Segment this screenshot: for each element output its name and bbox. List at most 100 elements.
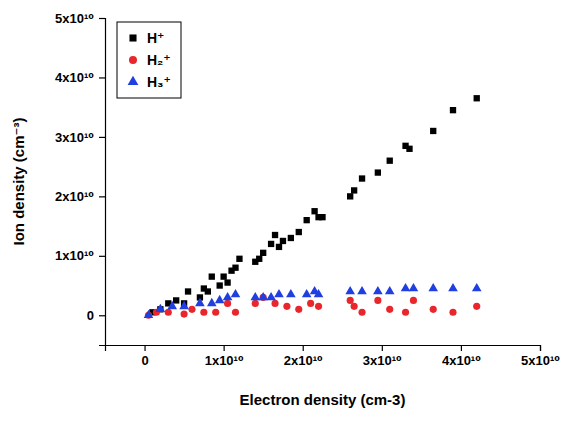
x-axis: 0 1x10¹⁰ 2x10¹⁰ 3x10¹⁰ 4x10¹⁰ 5x10¹⁰ — [106, 345, 561, 368]
point — [232, 309, 239, 316]
point — [173, 297, 179, 303]
point — [212, 309, 219, 316]
plot-area — [144, 95, 482, 319]
point — [357, 286, 367, 294]
y-axis: 0 1x10¹⁰ 2x10¹⁰ 3x10¹⁰ 4x10¹⁰ 5x10¹⁰ — [55, 11, 105, 346]
point — [302, 289, 312, 297]
point — [280, 238, 286, 244]
tick-mark — [461, 345, 462, 351]
tick-mark — [144, 345, 145, 351]
point — [167, 301, 177, 309]
point — [283, 303, 290, 310]
point — [236, 256, 242, 262]
tick: 5x10¹⁰ — [55, 11, 105, 26]
point — [474, 95, 480, 101]
point — [430, 128, 436, 134]
point — [296, 229, 302, 235]
point — [256, 256, 262, 262]
point — [232, 265, 238, 271]
point — [224, 279, 230, 285]
point — [473, 303, 480, 310]
point — [215, 295, 225, 303]
tick-mark — [99, 196, 105, 197]
y-axis-title: Ion density (cm⁻³) — [10, 118, 27, 246]
point — [359, 175, 365, 181]
point — [401, 283, 411, 291]
tick: 0 — [141, 345, 148, 368]
tick: 2x10¹⁰ — [284, 345, 323, 368]
point — [450, 107, 456, 113]
point — [311, 208, 317, 214]
point — [347, 297, 354, 304]
point — [165, 309, 172, 316]
point — [319, 214, 325, 220]
point — [374, 297, 381, 304]
point — [223, 292, 233, 300]
tick: 3x10¹⁰ — [363, 345, 402, 368]
legend-label: H⁺ — [147, 30, 165, 46]
point — [386, 306, 393, 313]
x-axis-title: Electron density (cm-3) — [240, 391, 406, 408]
tick-label: 0 — [87, 308, 94, 323]
legend-marker — [128, 76, 139, 85]
point — [448, 283, 458, 291]
point — [387, 158, 393, 164]
point — [207, 298, 217, 306]
legend-label: H₃⁺ — [147, 74, 171, 90]
point — [156, 304, 166, 312]
tick-label: 1x10¹⁰ — [205, 353, 244, 368]
tick-label: 4x10¹⁰ — [442, 353, 481, 368]
tick: 4x10¹⁰ — [55, 70, 105, 85]
point — [274, 289, 284, 297]
tick: 4x10¹⁰ — [442, 345, 481, 368]
legend-marker — [129, 56, 137, 64]
tick-label: 1x10¹⁰ — [55, 248, 94, 263]
tick-label: 2x10¹⁰ — [55, 189, 94, 204]
point — [217, 282, 223, 288]
point — [409, 283, 419, 291]
point — [224, 300, 231, 307]
tick: 1x10¹⁰ — [55, 248, 105, 263]
tick-mark — [99, 256, 105, 257]
point — [271, 300, 278, 307]
point — [406, 146, 412, 152]
tick-mark — [99, 18, 105, 19]
point — [188, 306, 195, 313]
tick: 0 — [87, 308, 105, 323]
point — [304, 217, 310, 223]
series — [145, 294, 480, 319]
tick-label: 5x10¹⁰ — [521, 353, 560, 368]
tick: 3x10¹⁰ — [55, 130, 105, 145]
point — [314, 289, 324, 297]
tick-label: 3x10¹⁰ — [55, 130, 94, 145]
point — [220, 273, 226, 279]
point — [307, 300, 314, 307]
tick-label: 0 — [141, 353, 148, 368]
point — [286, 289, 296, 297]
tick-mark — [99, 77, 105, 78]
legend-marker — [129, 34, 136, 41]
tick: 2x10¹⁰ — [55, 189, 105, 204]
point — [315, 303, 322, 310]
tick-mark — [303, 345, 304, 351]
point — [195, 298, 205, 306]
tick-label: 5x10¹⁰ — [55, 11, 94, 26]
point — [276, 244, 282, 250]
point — [472, 283, 482, 291]
point — [347, 193, 353, 199]
tick-mark — [382, 345, 383, 351]
point — [358, 309, 365, 316]
point — [231, 289, 241, 297]
point — [272, 232, 278, 238]
legend-label: H₂⁺ — [147, 52, 171, 68]
point — [385, 286, 395, 294]
point — [430, 306, 437, 313]
axis-line — [106, 346, 541, 352]
point — [260, 250, 266, 256]
point — [373, 286, 383, 294]
point — [351, 187, 357, 193]
tick-label: 2x10¹⁰ — [284, 353, 323, 368]
tick-mark — [540, 345, 541, 351]
point — [266, 292, 276, 300]
series — [144, 283, 482, 318]
